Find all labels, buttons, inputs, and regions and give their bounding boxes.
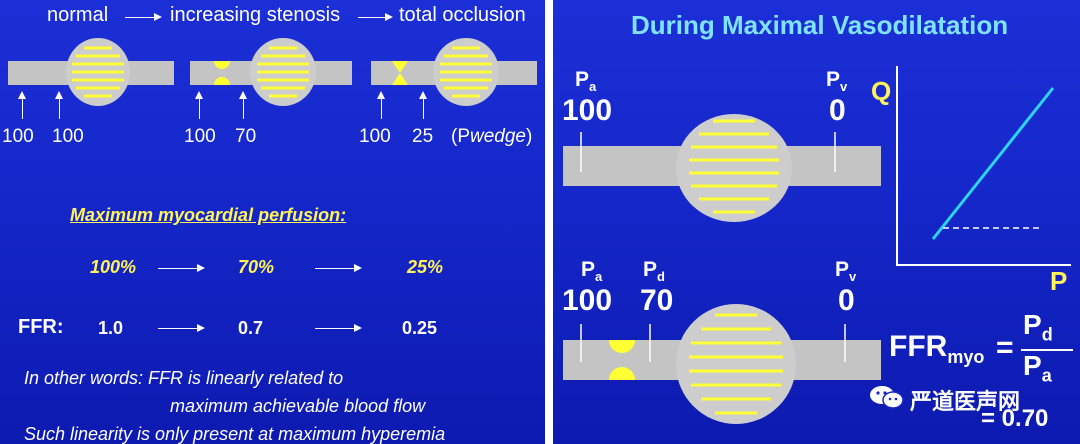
formula-equals: = [996,331,1014,364]
note-line-1: In other words: FFR is linearly related … [24,368,344,388]
pressure-wedge-label: (Pwedge) [451,126,533,147]
bottom-pa-symbol: Pa [581,258,603,285]
bottom-pv-symbol: Pv [835,258,857,285]
pressure-arrow [377,91,385,119]
formula-fraction-bar [1021,349,1073,351]
ffr-arrow-1 [158,324,205,332]
top-pa-symbol: Pa [575,68,597,95]
top-pa-value: 100 [562,94,613,127]
graph-x-label: P [1050,266,1068,296]
ffr-arrow-2 [315,324,362,332]
vessel-diagrams [8,38,537,106]
ffr-label: FFR: [18,316,64,338]
right-panel: During Maximal Vasodilatation Pa 100 Pv … [553,0,1080,444]
ffr-value: 0.7 [238,318,264,338]
watermark-text: 严道医声网 [910,389,1021,414]
pressure-occlusion-a: 100 [359,126,391,147]
flow-pressure-graph [896,66,1071,266]
graph-flow-line [931,87,1055,240]
perfusion-value: 70% [238,257,275,277]
perfusion-value: 25% [407,257,444,277]
bottom-pa-value: 100 [562,284,613,317]
header-arrow-1 [125,13,162,21]
formula-result: = 0.70 [981,405,1049,432]
left-panel: normal increasing stenosis total occlusi… [0,0,545,444]
pressure-stenosis-a: 100 [184,126,216,147]
normal-vessel [8,38,174,106]
pressure-normal-b: 100 [52,126,84,147]
note-line-3: Such linearity is only present at maximu… [24,424,446,444]
occlusion-vessel [371,38,537,106]
bottom-vessel [563,304,881,424]
formula-numerator: Pd [1023,309,1053,345]
graph-y-label: Q [871,76,892,106]
formula-denominator: Pa [1023,350,1052,386]
top-pv-value: 0 [829,94,846,127]
pressure-arrow [55,91,63,119]
header-total-occlusion: total occlusion [399,4,526,26]
header-increasing-stenosis: increasing stenosis [170,4,341,26]
top-pv-symbol: Pv [826,68,848,95]
perfusion-arrow-1 [158,264,205,272]
header-arrow-2 [358,13,393,21]
pressure-arrow [195,91,203,119]
panel-title: During Maximal Vasodilatation [631,10,1009,40]
note-line-2: maximum achievable blood flow [170,396,426,416]
header-normal: normal [47,4,109,26]
pressure-stenosis-b: 70 [235,126,257,147]
stenosis-vessel [190,38,352,106]
pressure-arrow [239,91,247,119]
ffr-value: 0.25 [402,318,438,338]
top-vessel [563,114,881,222]
wechat-icon [870,386,904,409]
perfusion-arrow-2 [315,264,362,272]
pressure-normal-a: 100 [2,126,34,147]
bottom-pd-symbol: Pd [643,258,665,285]
pressure-occlusion-b: 25 [412,126,434,147]
bottom-pd-value: 70 [640,284,674,317]
pressure-arrow [18,91,26,119]
bottom-pv-value: 0 [838,284,855,317]
perfusion-title: Maximum myocardial perfusion: [70,205,347,225]
formula-lhs: FFRmyo [889,330,985,367]
pressure-arrow [419,91,427,119]
ffr-value: 1.0 [98,318,124,338]
perfusion-value: 100% [90,257,137,277]
